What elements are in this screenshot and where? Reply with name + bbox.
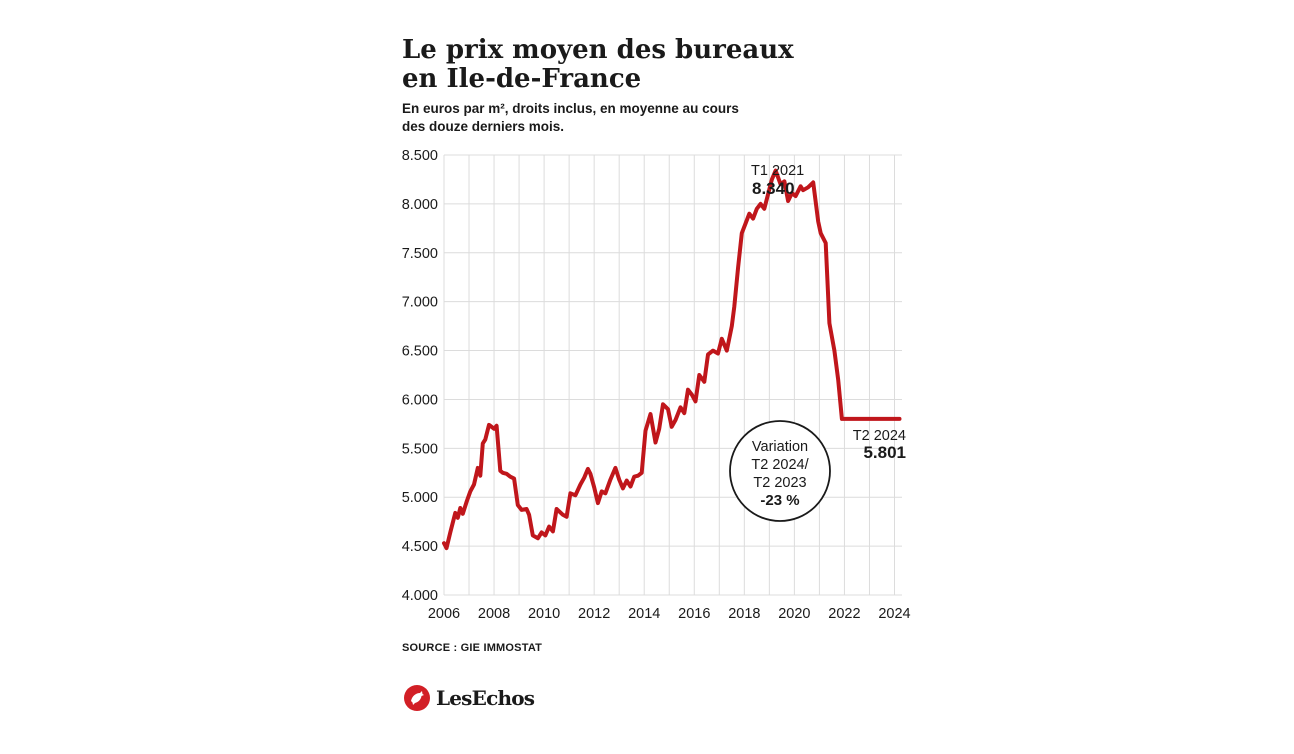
chart-title-line-1: Le prix moyen des bureaux	[402, 35, 794, 65]
les-echos-logo: LesEchos	[404, 683, 535, 713]
x-tick-label: 2022	[828, 606, 860, 622]
y-tick-label: 6.000	[402, 392, 438, 408]
y-tick-label: 6.500	[402, 344, 438, 360]
y-tick-label: 5.000	[402, 490, 438, 506]
variation-callout-circle	[729, 420, 831, 522]
x-tick-label: 2012	[578, 606, 610, 622]
annotation-peak-value: 8.340	[752, 179, 795, 198]
variation-callout-line: Variation	[752, 439, 808, 455]
annotation-last-value: 5.801	[863, 443, 906, 462]
chart-subtitle-line-1: En euros par m², droits inclus, en moyen…	[402, 101, 739, 116]
variation-callout-line: T2 2023	[753, 475, 806, 491]
brand-name: LesEchos	[436, 686, 535, 710]
y-tick-label: 5.500	[402, 441, 438, 457]
x-tick-label: 2016	[678, 606, 710, 622]
x-tick-label: 2014	[628, 606, 660, 622]
series-line	[442, 168, 902, 551]
x-tick-label: 2020	[778, 606, 810, 622]
chart-title-line-2: en Ile-de-France	[402, 64, 642, 94]
les-echos-emblem-icon	[404, 685, 430, 711]
chart-title: Le prix moyen des bureaux en Ile-de-Fran…	[402, 36, 922, 94]
variation-callout-line: T2 2024/	[751, 457, 809, 473]
y-tick-label: 4.000	[402, 588, 438, 604]
chart-subtitle: En euros par m², droits inclus, en moyen…	[402, 100, 782, 136]
rooster-icon	[411, 691, 424, 705]
grid	[443, 154, 902, 596]
x-tick-label: 2008	[478, 606, 510, 622]
annotation-peak-label: T1 2021	[751, 163, 804, 179]
y-tick-label: 7.500	[402, 246, 438, 262]
x-tick-label: 2024	[878, 606, 910, 622]
x-tick-label: 2018	[728, 606, 760, 622]
variation-callout-value: -23 %	[760, 492, 799, 509]
chart-subtitle-line-2: des douze derniers mois.	[402, 119, 565, 134]
x-tick-label: 2006	[428, 606, 460, 622]
y-tick-label: 8.500	[402, 148, 438, 164]
series-layer	[442, 168, 902, 551]
x-tick-label: 2010	[528, 606, 560, 622]
annotation-last-label: T2 2024	[853, 428, 906, 444]
y-tick-label: 7.000	[402, 295, 438, 311]
source-note: SOURCE : GIE IMMOSTAT	[402, 642, 543, 654]
axis-ticks: 4.000 4.500 5.000 5.500 6.000 6.500 7.000 7.500…	[402, 148, 911, 622]
y-tick-label: 4.500	[402, 539, 438, 555]
y-tick-label: 8.000	[402, 197, 438, 213]
